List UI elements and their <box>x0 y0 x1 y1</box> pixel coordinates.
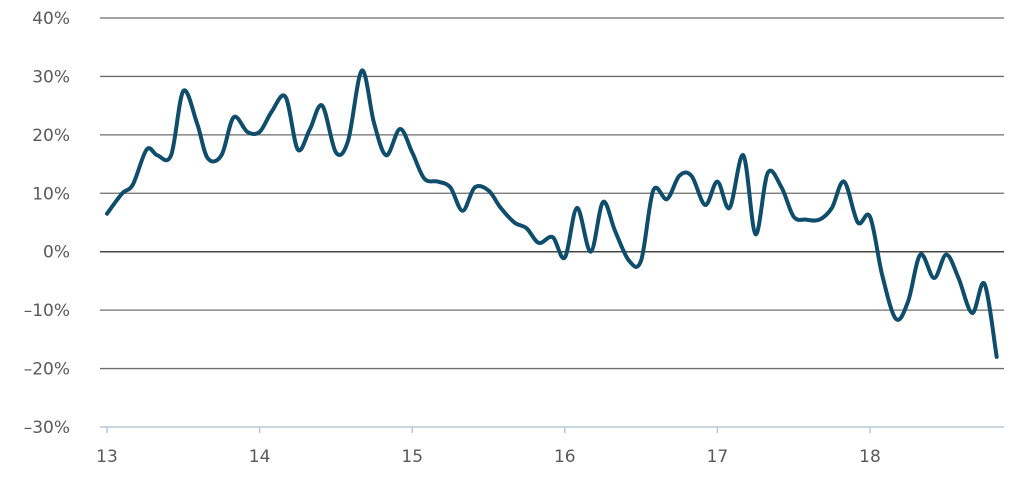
y-tick-label: 40% <box>32 9 70 29</box>
x-axis-tick-labels: 13 14 15 16 17 18 <box>96 427 881 467</box>
x-tick-label: 18 <box>859 447 881 467</box>
plot-area <box>105 68 999 359</box>
x-tick-label: 16 <box>554 447 576 467</box>
y-tick-label: –30% <box>24 418 70 438</box>
y-tick-label: –20% <box>24 360 70 380</box>
series-line <box>105 68 999 359</box>
y-tick-label: 10% <box>32 184 70 204</box>
x-tick-label: 14 <box>249 447 271 467</box>
y-tick-label: 20% <box>32 126 70 146</box>
gridlines <box>100 17 1004 428</box>
y-axis-tick-labels: 40% 30% 20% 10% 0% –10% –20% –30% <box>24 9 70 438</box>
y-tick-label: –10% <box>24 301 70 321</box>
y-tick-label: 30% <box>32 67 70 87</box>
x-tick-label: 13 <box>96 447 118 467</box>
x-tick-label: 15 <box>401 447 423 467</box>
x-tick-label: 17 <box>707 447 729 467</box>
y-tick-label: 0% <box>43 243 70 263</box>
